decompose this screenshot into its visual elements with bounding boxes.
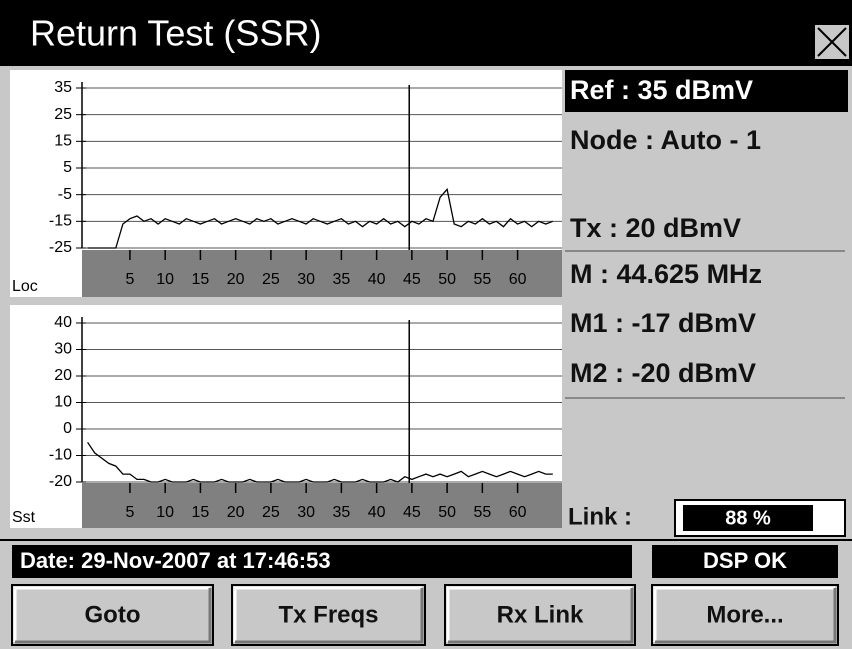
link-label: Link : — [568, 503, 632, 530]
x-tick-label: 45 — [403, 504, 421, 521]
button-bevel[interactable] — [653, 586, 835, 642]
button-face[interactable] — [231, 584, 426, 646]
button[interactable]: More... — [651, 584, 839, 646]
y-tick-label: 30 — [54, 341, 72, 358]
m2-text: M2 : -20 dBmV — [570, 358, 756, 388]
x-tick-label: 15 — [192, 504, 210, 521]
x-tick-label: 50 — [438, 271, 456, 288]
tx-text: Tx : 20 dBmV — [570, 213, 741, 243]
x-tick-label: 50 — [438, 504, 456, 521]
x-tick-label: 55 — [473, 504, 491, 521]
x-tick-label: 20 — [227, 504, 245, 521]
close-icon[interactable] — [817, 27, 847, 57]
date-text: Date: 29-Nov-2007 at 17:46:53 — [20, 548, 331, 573]
y-tick-label: 25 — [54, 106, 72, 123]
title-bar — [0, 0, 852, 66]
x-tick-label: 30 — [297, 504, 315, 521]
title: Return Test (SSR) — [30, 13, 321, 54]
button-shadow[interactable] — [15, 588, 212, 644]
trace — [87, 187, 554, 249]
ref-text: Ref : 35 dBmV — [570, 75, 753, 105]
button-bevel[interactable] — [446, 586, 632, 642]
x-tick-label: 20 — [227, 271, 245, 288]
ref-box — [565, 70, 848, 112]
y-tick-label: 0 — [63, 420, 72, 437]
button[interactable]: Tx Freqs — [231, 584, 426, 646]
button-bevel[interactable] — [13, 586, 210, 642]
button[interactable]: Rx Link — [444, 584, 636, 646]
close-button[interactable] — [813, 23, 851, 61]
button-face[interactable] — [444, 584, 636, 646]
m1-text: M1 : -17 dBmV — [570, 308, 756, 338]
button-label[interactable]: Goto — [85, 601, 141, 628]
y-tick-label: -10 — [49, 447, 72, 464]
button-face[interactable] — [11, 584, 214, 646]
button[interactable]: Goto — [11, 584, 214, 646]
x-tick-label: 35 — [332, 271, 350, 288]
x-tick-label: 10 — [156, 504, 174, 521]
x-tick-label: 60 — [509, 504, 527, 521]
button-label[interactable]: Tx Freqs — [278, 601, 378, 628]
x-tick-label: 15 — [192, 271, 210, 288]
x-tick-label: 40 — [368, 271, 386, 288]
button-shadow[interactable] — [655, 588, 837, 644]
marker-text: M : 44.625 MHz — [570, 259, 762, 289]
x-tick-label: 5 — [125, 504, 134, 521]
date-bar — [12, 545, 632, 578]
node-text: Node : Auto - 1 — [570, 125, 761, 155]
y-tick-label: -25 — [49, 239, 72, 256]
button-shadow[interactable] — [448, 588, 634, 644]
x-tick-label: 45 — [403, 271, 421, 288]
x-tick-label: 30 — [297, 271, 315, 288]
button-face[interactable] — [651, 584, 839, 646]
x-tick-label: 60 — [509, 271, 527, 288]
button-bevel[interactable] — [233, 586, 422, 642]
x-tick-label: 10 — [156, 271, 174, 288]
y-tick-label: -5 — [58, 186, 72, 203]
x-tick-label: 40 — [368, 504, 386, 521]
plot-label: Sst — [12, 509, 36, 526]
button-label[interactable]: More... — [706, 601, 783, 628]
y-tick-label: 35 — [54, 79, 72, 96]
x-tick-label: 25 — [262, 504, 280, 521]
x-tick-label: 25 — [262, 271, 280, 288]
link-value: 88 % — [725, 507, 771, 529]
button-shadow[interactable] — [235, 588, 424, 644]
button-label[interactable]: Rx Link — [497, 601, 584, 628]
dsp-bar — [652, 545, 838, 578]
y-tick-label: 5 — [63, 159, 72, 176]
y-tick-label: -20 — [49, 473, 72, 490]
y-tick-label: -15 — [49, 213, 72, 230]
y-tick-label: 15 — [54, 133, 72, 150]
y-tick-label: 40 — [54, 314, 72, 331]
y-tick-label: 20 — [54, 367, 72, 384]
dsp-text: DSP OK — [703, 548, 787, 573]
plot-label: Loc — [12, 278, 38, 295]
x-tick-label: 55 — [473, 271, 491, 288]
link-bar — [683, 505, 813, 531]
y-tick-label: 10 — [54, 394, 72, 411]
trace — [87, 441, 553, 483]
x-tick-label: 35 — [332, 504, 350, 521]
x-tick-label: 5 — [125, 271, 134, 288]
